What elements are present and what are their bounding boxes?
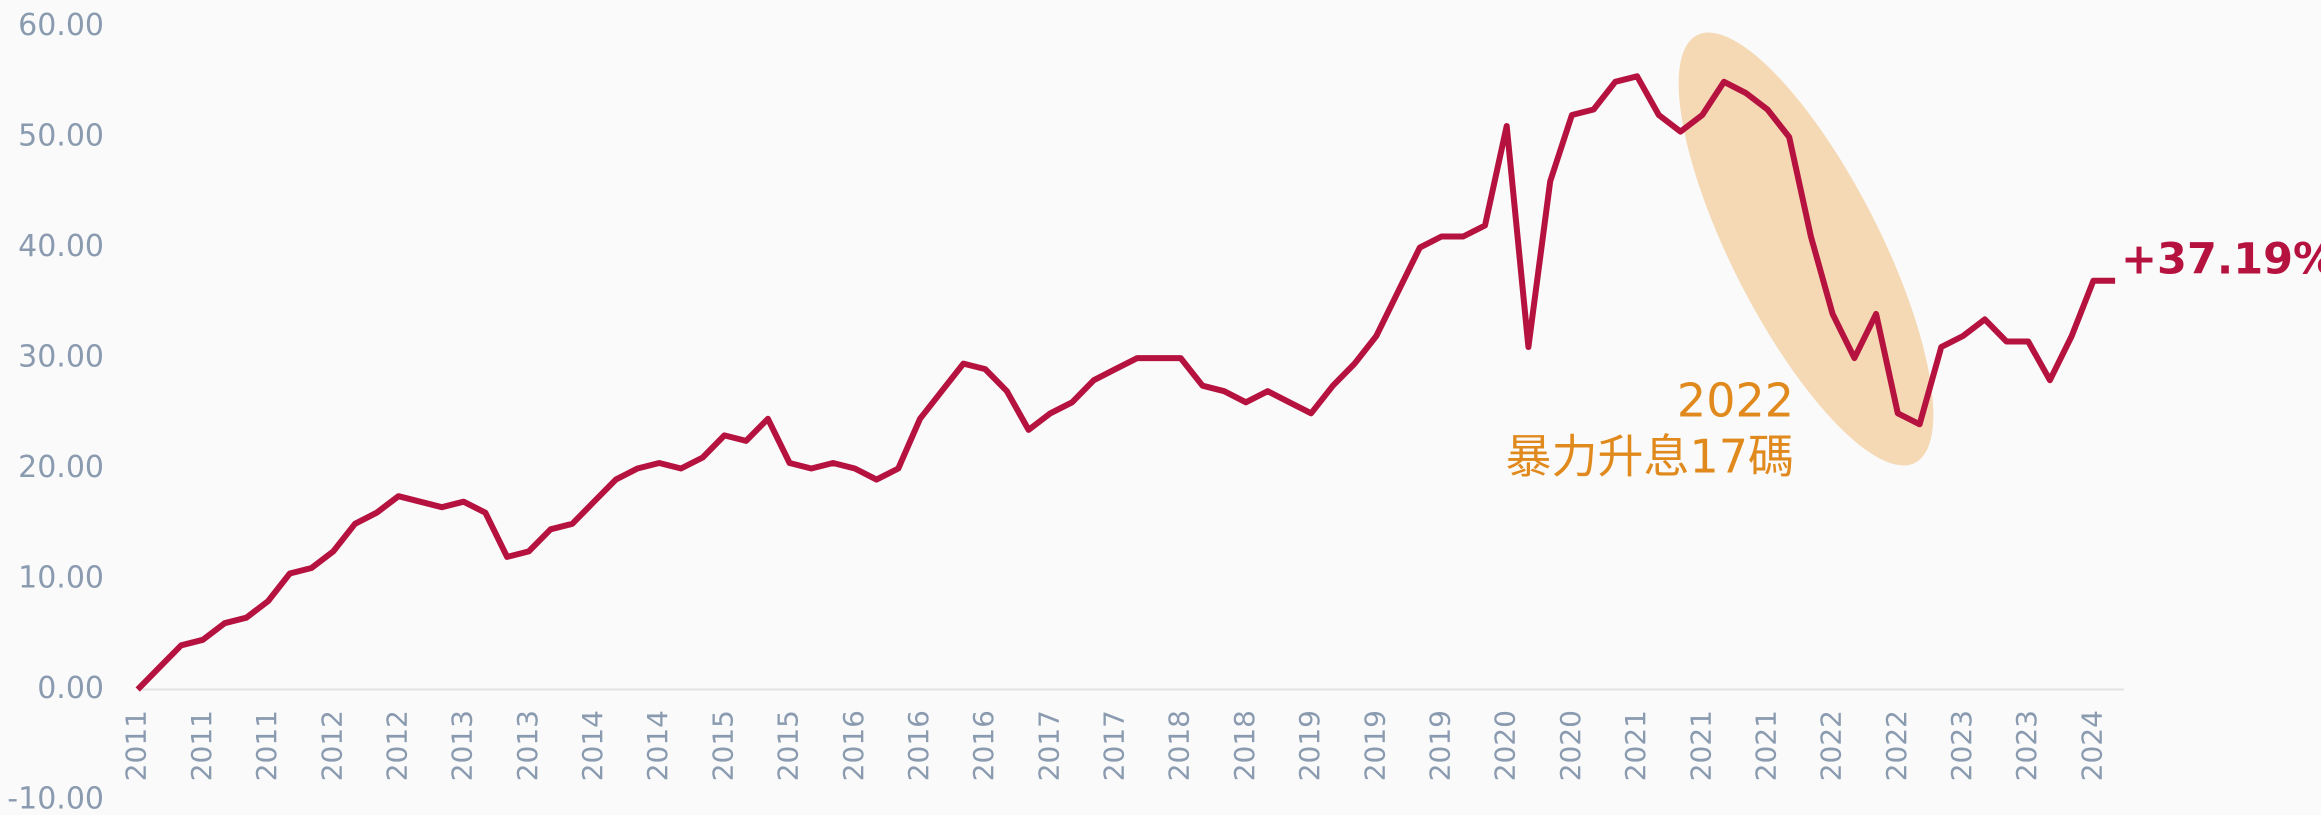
x-tick-label: 2020 — [1554, 710, 1587, 781]
annotation: 2022 — [1677, 374, 1794, 428]
y-tick-label: -10.00 — [7, 782, 104, 815]
x-tick-label: 2014 — [641, 710, 674, 781]
x-tick-label: 2019 — [1424, 710, 1457, 781]
x-tick-label: 2017 — [1098, 710, 1131, 781]
x-tick-label: 2022 — [1880, 710, 1913, 781]
x-tick-label: 2023 — [2010, 710, 2043, 781]
x-tick-label: 2011 — [185, 710, 218, 781]
x-tick-label: 2019 — [1358, 710, 1391, 781]
x-tick-label: 2017 — [1032, 710, 1065, 781]
x-tick-label: 2011 — [250, 710, 283, 781]
x-tick-label: 2021 — [1619, 710, 1652, 781]
x-tick-label: 2022 — [1815, 710, 1848, 781]
x-tick-label: 2012 — [380, 710, 413, 781]
x-tick-label: 2011 — [120, 710, 153, 781]
x-tick-label: 2014 — [576, 710, 609, 781]
y-tick-label: 30.00 — [18, 340, 104, 375]
x-tick-label: 2020 — [1489, 710, 1522, 781]
x-tick-label: 2021 — [1684, 710, 1717, 781]
y-tick-label: 50.00 — [18, 119, 104, 154]
annotation: 暴力升息17碼 — [1505, 430, 1794, 484]
x-tick-label: 2016 — [967, 710, 1000, 781]
x-tick-label: 2023 — [1945, 710, 1978, 781]
x-tick-label: 2021 — [1749, 710, 1782, 781]
x-tick-label: 2012 — [315, 710, 348, 781]
x-tick-label: 2013 — [446, 710, 479, 781]
x-tick-label: 2024 — [2075, 710, 2108, 781]
end-label: +37.19% — [2121, 235, 2321, 285]
x-tick-label: 2015 — [772, 710, 805, 781]
x-tick-label: 2013 — [511, 710, 544, 781]
y-tick-label: 40.00 — [18, 229, 104, 264]
y-tick-label: 60.00 — [18, 8, 104, 43]
x-tick-label: 2019 — [1293, 710, 1326, 781]
x-tick-label: 2018 — [1163, 710, 1196, 781]
y-tick-label: 20.00 — [18, 450, 104, 485]
line — [135, 73, 2116, 692]
y-tick-label: 0.00 — [37, 671, 104, 706]
x-tick-label: 2018 — [1228, 710, 1261, 781]
x-tick-label: 2016 — [902, 710, 935, 781]
highlight — [1678, 32, 1934, 466]
y-tick-label: 10.00 — [18, 561, 104, 596]
x-tick-label: 2015 — [706, 710, 739, 781]
x-tick-label: 2016 — [837, 710, 870, 781]
